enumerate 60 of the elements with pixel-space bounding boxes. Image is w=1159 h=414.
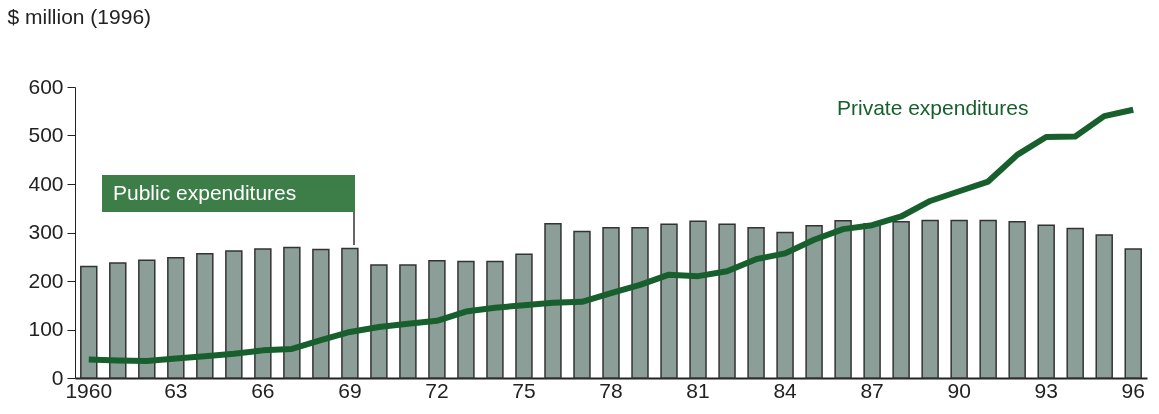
bar <box>544 223 562 379</box>
bar <box>573 230 591 379</box>
bar <box>341 247 359 379</box>
bar <box>747 226 765 379</box>
bar <box>167 256 185 379</box>
y-tick-label: 300 <box>28 220 64 243</box>
bar <box>196 253 214 379</box>
y-tick-label: 400 <box>28 171 64 195</box>
bar <box>399 264 417 379</box>
bar <box>486 260 504 379</box>
y-axis-title: $ million (1996) <box>7 4 152 28</box>
x-tick-label: 78 <box>599 378 623 402</box>
bar <box>1066 227 1084 379</box>
bar <box>109 262 127 379</box>
x-tick-label: 84 <box>773 378 798 402</box>
bar <box>834 220 852 379</box>
bar <box>1124 248 1142 379</box>
bar <box>283 246 301 379</box>
bar <box>1037 224 1055 379</box>
bar <box>892 221 910 379</box>
x-tick-label: 66 <box>251 378 275 402</box>
bar <box>1095 234 1113 379</box>
x-tick-label: 72 <box>425 378 449 402</box>
bar <box>660 223 678 379</box>
x-tick-label: 1960 <box>65 378 113 402</box>
y-tick-label: 0 <box>51 365 64 389</box>
x-tick-label: 90 <box>947 378 971 402</box>
bar <box>225 250 243 379</box>
bar <box>950 219 968 379</box>
bar <box>1008 221 1026 379</box>
bar <box>921 219 939 379</box>
x-tick-label: 93 <box>1034 378 1058 402</box>
bar <box>312 248 330 379</box>
bar <box>138 259 156 379</box>
x-tick-label: 63 <box>164 378 188 402</box>
y-tick-label: 200 <box>28 268 64 292</box>
bar <box>80 265 98 379</box>
x-tick-label: 81 <box>686 378 710 402</box>
bar <box>718 223 736 379</box>
y-tick-label: 500 <box>28 123 64 146</box>
bar <box>863 223 881 379</box>
x-tick-label: 87 <box>860 378 884 402</box>
x-tick-label: 69 <box>338 378 362 402</box>
bar <box>776 231 794 379</box>
bar <box>979 219 997 379</box>
x-tick-label: 75 <box>512 378 536 402</box>
bar <box>254 248 272 379</box>
text: Public expenditures <box>113 180 297 204</box>
bar <box>370 264 388 379</box>
bar <box>428 259 446 379</box>
y-tick-label: 100 <box>28 317 64 340</box>
bar <box>689 220 707 379</box>
bar <box>631 226 649 379</box>
bar <box>457 260 475 379</box>
bar <box>602 226 620 379</box>
bar <box>515 253 533 379</box>
series-label: Private expenditures <box>837 96 1029 119</box>
y-tick-label: 600 <box>28 74 64 98</box>
x-tick-label: 96 <box>1121 378 1145 402</box>
bar <box>805 224 823 379</box>
